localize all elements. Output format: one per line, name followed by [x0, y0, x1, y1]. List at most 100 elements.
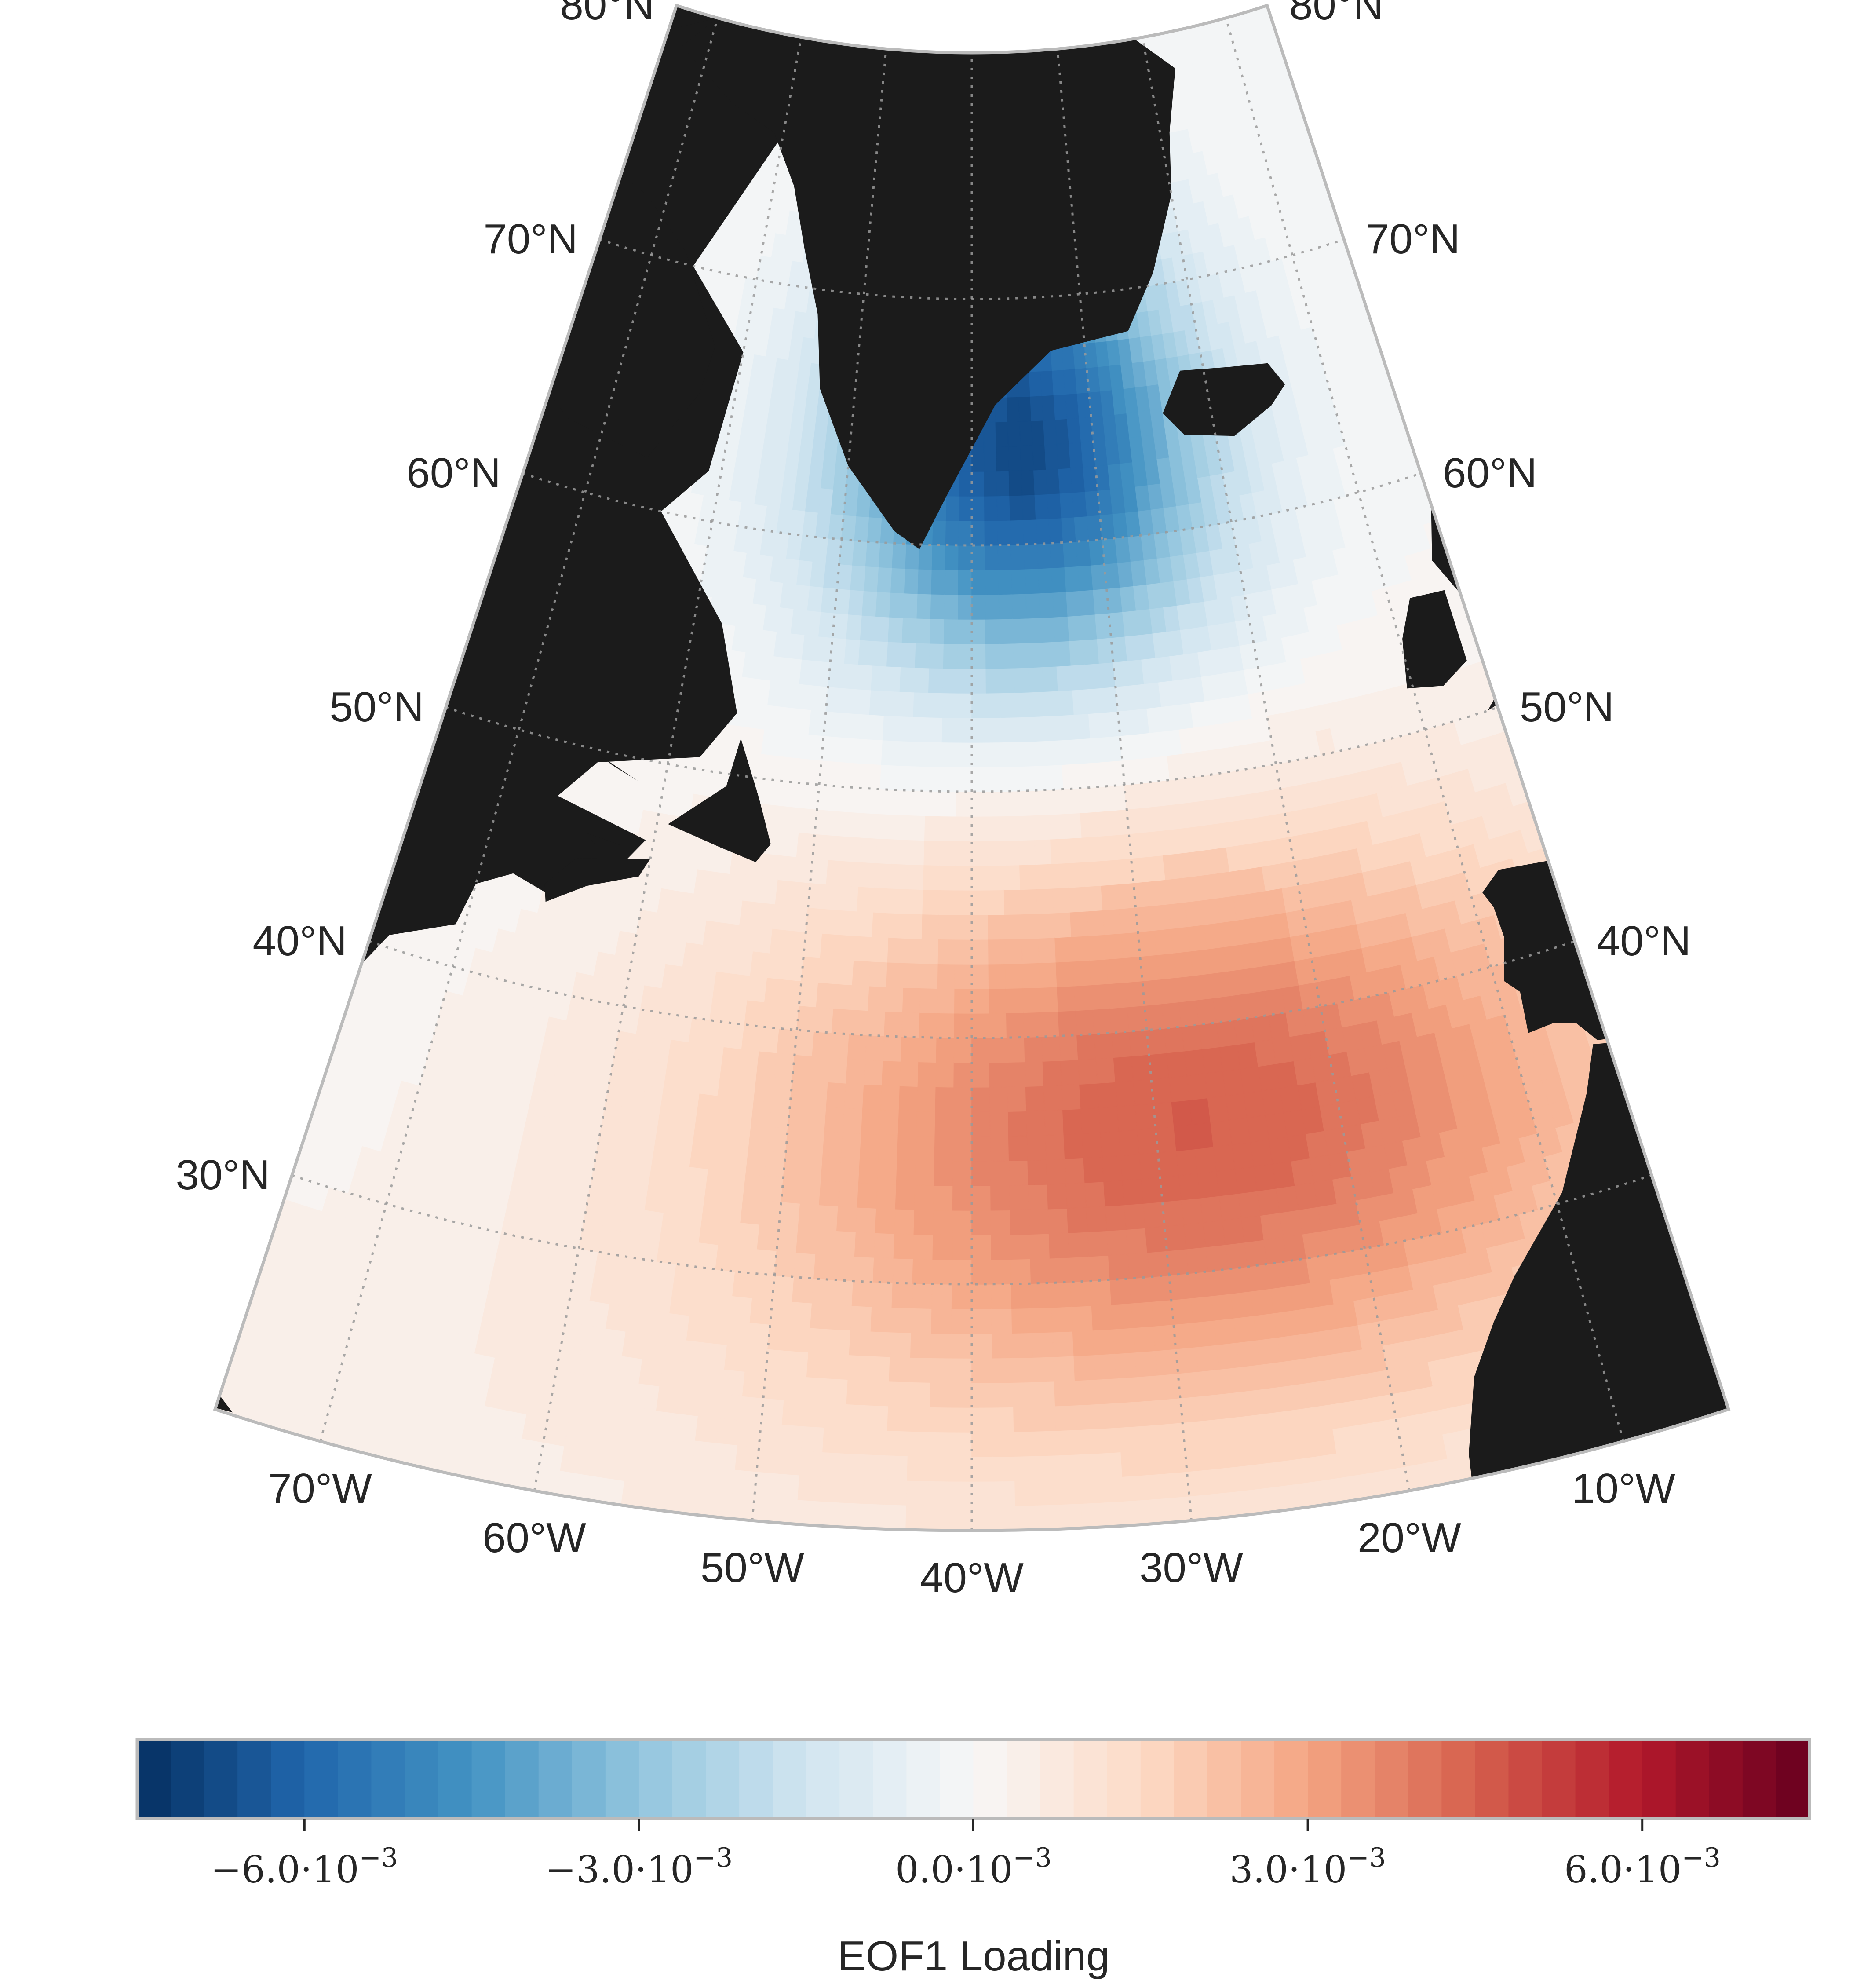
field-cell — [1106, 957, 1126, 984]
field-cell — [971, 1333, 993, 1359]
field-cell — [712, 1268, 736, 1297]
field-cell — [945, 27, 956, 53]
field-cell — [905, 1529, 928, 1531]
field-cell — [971, 28, 981, 53]
field-cell — [835, 1230, 857, 1257]
field-cell — [1055, 640, 1072, 667]
field-cell — [1116, 1376, 1139, 1403]
field-cell — [838, 5, 851, 20]
field-cell — [801, 956, 821, 983]
field-cell — [819, 1180, 840, 1207]
field-cell — [882, 1060, 901, 1086]
field-cell — [683, 1339, 708, 1367]
field-cell — [824, 1106, 845, 1133]
field-cell — [1203, 1418, 1228, 1446]
field-cell — [930, 1357, 952, 1383]
field-cell — [514, 395, 535, 423]
field-cell — [1118, 1129, 1140, 1156]
field-cell — [593, 1376, 619, 1405]
field-cell — [1003, 840, 1020, 866]
lon-label: 40°W — [920, 1554, 1024, 1601]
field-cell — [943, 643, 959, 669]
field-cell — [1113, 660, 1131, 687]
field-cell — [730, 973, 751, 1001]
lat-label-right: 80°N — [1289, 0, 1384, 29]
field-cell — [872, 640, 889, 667]
field-cell — [785, 781, 805, 808]
colorbar-level — [706, 1740, 740, 1819]
field-cell — [856, 664, 873, 691]
field-cell — [1064, 812, 1083, 839]
field-cell — [1094, 1353, 1117, 1380]
field-cell — [958, 545, 972, 570]
field-cell — [772, 5, 787, 9]
field-cell — [692, 1440, 717, 1468]
field-cell — [863, 788, 881, 814]
field-cell — [1017, 790, 1034, 816]
field-cell — [798, 1203, 820, 1230]
field-cell — [1078, 787, 1096, 813]
field-cell — [1049, 1257, 1071, 1283]
field-cell — [1096, 1402, 1120, 1429]
field-cell — [783, 806, 802, 833]
field-cell — [812, 1031, 832, 1058]
field-cell — [1010, 1234, 1031, 1260]
field-cell — [1046, 468, 1061, 495]
field-cell — [1145, 9, 1160, 36]
field-cell — [895, 765, 912, 791]
field-cell — [1013, 26, 1024, 52]
field-cell — [1089, 959, 1109, 986]
field-cell — [794, 1252, 816, 1279]
field-cell — [720, 1046, 742, 1074]
field-cell — [372, 1481, 400, 1512]
lon-label: 10°W — [1572, 1465, 1675, 1512]
field-cell — [831, 1008, 851, 1034]
field-cell — [1303, 1529, 1330, 1531]
field-cell — [705, 1516, 731, 1531]
field-cell — [851, 738, 868, 764]
field-cell — [932, 520, 947, 546]
field-cell — [1036, 543, 1052, 569]
field-cell — [956, 742, 972, 767]
field-cell — [1180, 1396, 1204, 1423]
field-cell — [1253, 1163, 1277, 1191]
field-cell — [617, 1230, 642, 1259]
field-cell — [1662, 1139, 1690, 1170]
field-cell — [179, 1426, 208, 1456]
field-cell — [649, 1434, 675, 1463]
field-cell — [1030, 716, 1047, 742]
field-cell — [1266, 1410, 1291, 1438]
field-cell — [827, 1353, 850, 1380]
field-cell — [915, 642, 930, 669]
field-cell — [1297, 1480, 1323, 1509]
field-cell — [836, 1206, 858, 1232]
field-cell — [923, 864, 941, 891]
field-cell — [723, 1022, 745, 1049]
field-cell — [984, 520, 999, 546]
field-cell — [1026, 617, 1042, 643]
field-cell — [773, 755, 792, 782]
field-cell — [1170, 926, 1191, 954]
field-cell — [1325, 1526, 1352, 1531]
field-cell — [1168, 1273, 1192, 1301]
field-cell — [850, 1305, 872, 1332]
field-cell — [899, 666, 916, 693]
field-cell — [869, 961, 888, 987]
field-cell — [1052, 591, 1069, 618]
field-cell — [1013, 1406, 1036, 1432]
field-cell — [897, 716, 914, 742]
svalbard-land — [1419, 5, 1539, 24]
field-cell — [812, 833, 831, 860]
field-cell — [1300, 1505, 1327, 1531]
field-cell — [971, 1087, 991, 1112]
colorbar-level — [1441, 1740, 1476, 1819]
field-cell — [991, 1234, 1011, 1260]
field-cell — [581, 1449, 608, 1478]
field-cell — [790, 1078, 811, 1106]
field-cell — [1122, 1475, 1146, 1502]
field-cell — [1228, 1117, 1251, 1145]
field-cell — [985, 692, 1002, 718]
field-cell — [1084, 663, 1102, 690]
field-cell — [877, 1158, 898, 1185]
field-cell — [1141, 5, 1155, 12]
